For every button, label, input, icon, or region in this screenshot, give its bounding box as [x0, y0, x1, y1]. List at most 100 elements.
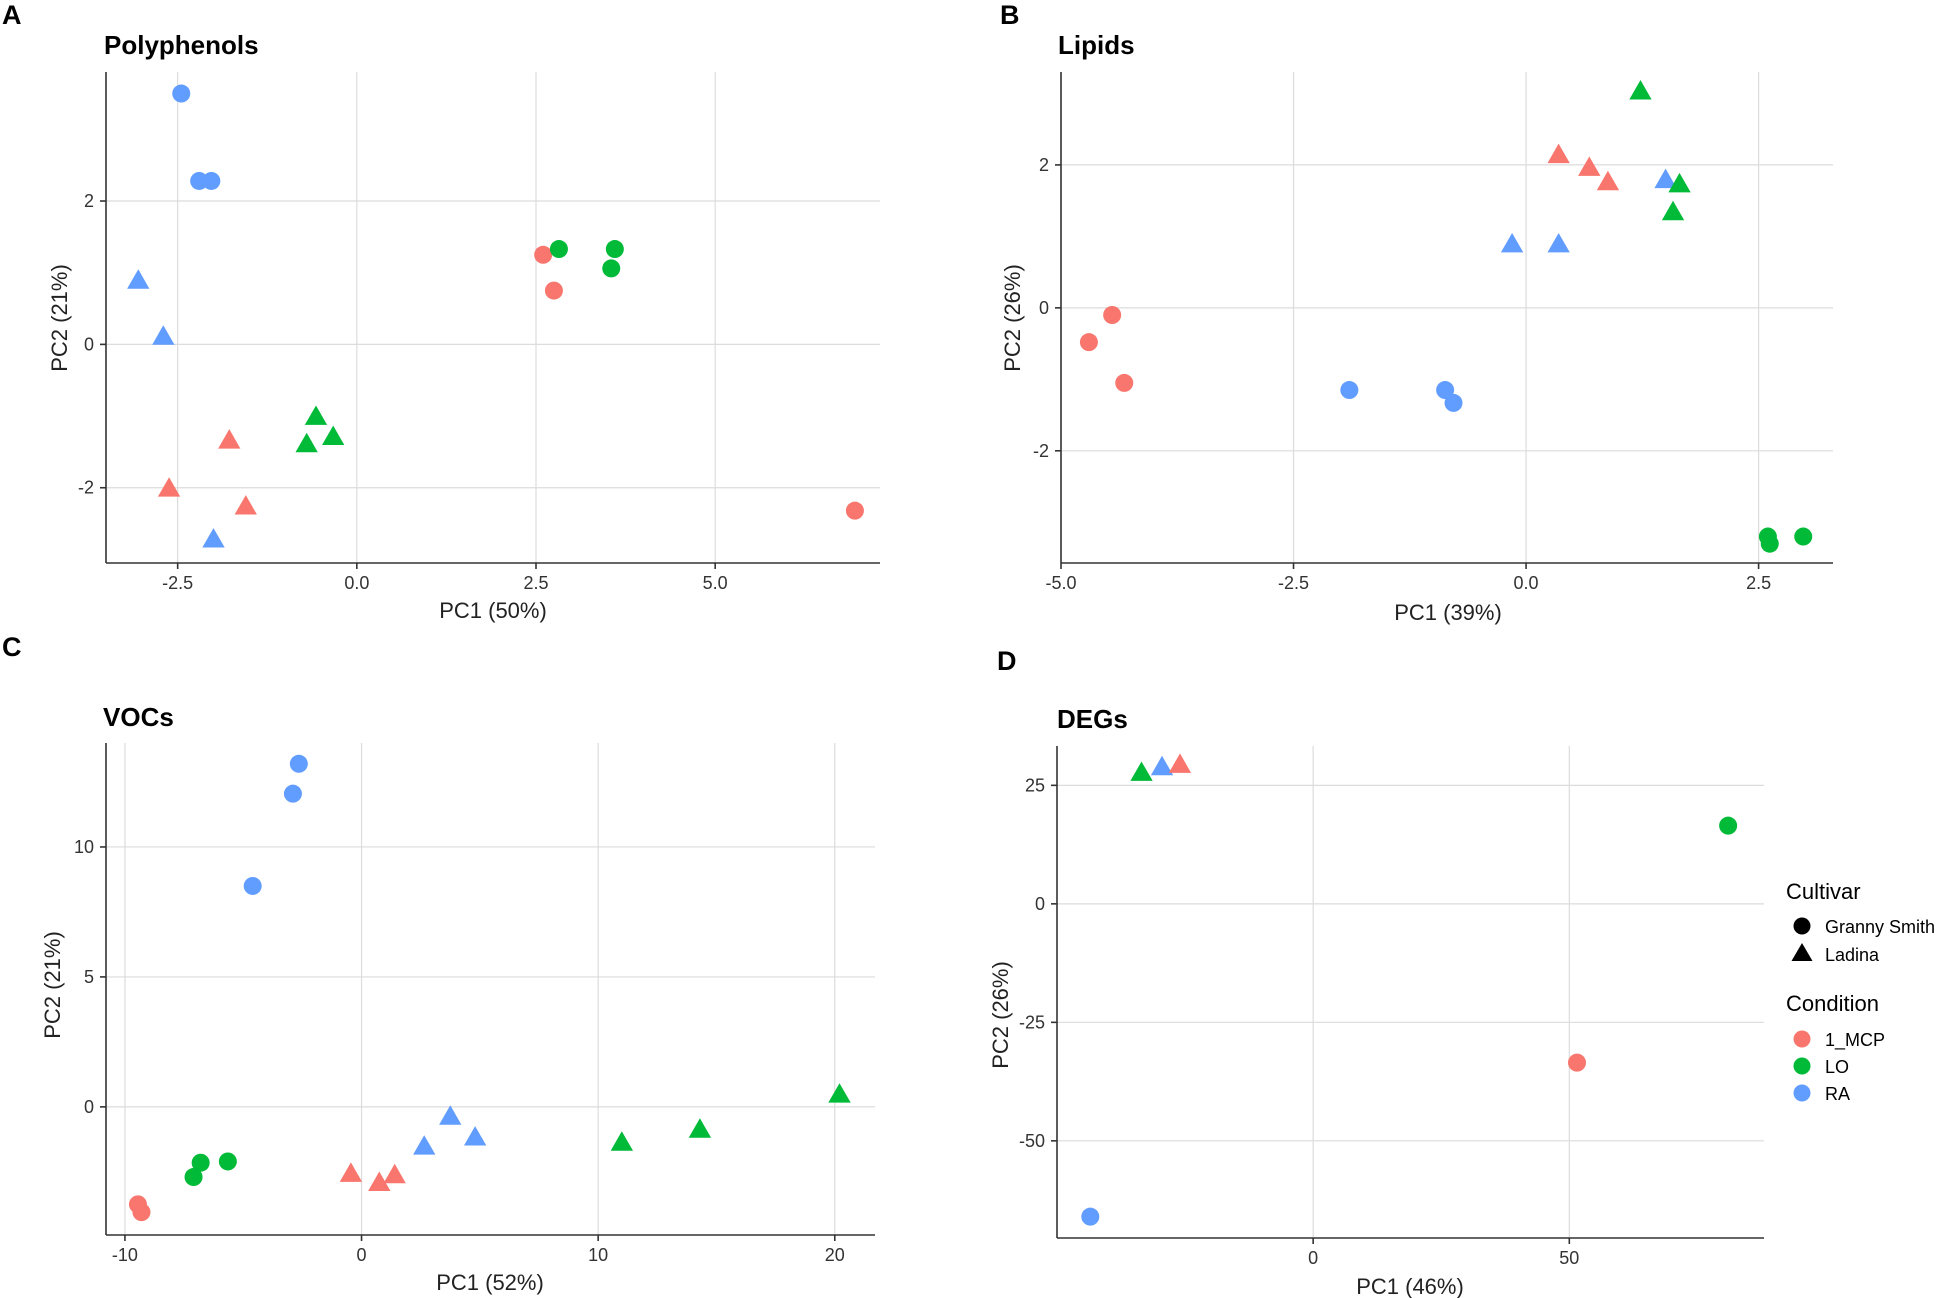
panel-letter-b: B [1000, 0, 1020, 30]
y-tick-label-a-1: 0 [84, 334, 94, 354]
point-b-7-ra-ladina [1547, 233, 1570, 253]
y-tick-label-d-0: -50 [1019, 1131, 1045, 1151]
legend-label-granny-smith: Granny Smith [1825, 917, 1935, 937]
point-c-15-lo-ladina [688, 1118, 712, 1138]
panel-letter-a: A [2, 0, 22, 30]
legend-key-ra [1793, 1084, 1811, 1102]
panel-title-b: Lipids [1058, 30, 1135, 60]
point-b-4-ra-granny-smith [1436, 381, 1455, 400]
panel-d: D DEGs 0 50 -50 -25 0 25 PC1 (46%) PC2 (26%) [988, 646, 1764, 1298]
point-c-16-lo-ladina [828, 1083, 851, 1103]
point-d-0-lo-ladina [1130, 761, 1153, 781]
x-axis-title-a: PC1 (50%) [439, 598, 547, 623]
point-c-11-ra-ladina [439, 1105, 462, 1125]
point-a-17-lo-granny-smith [602, 259, 621, 278]
x-tick-label-c-3: 20 [825, 1245, 845, 1265]
point-b-3-ra-granny-smith [1340, 381, 1359, 400]
point-a-16-lo-granny-smith [605, 240, 624, 259]
x-tick-label-a-2: 2.5 [523, 573, 548, 593]
legend-key-granny-smith [1793, 917, 1811, 935]
panel-c: C VOCs -10 0 10 20 0 5 10 PC1 (52%) PC2 (21%) [2, 632, 875, 1295]
point-b-9-1-mcp-ladina [1547, 143, 1570, 164]
point-a-0-ra-granny-smith [172, 84, 191, 103]
legend-label-ladina: Ladina [1825, 945, 1880, 965]
panel-title-c: VOCs [103, 702, 174, 732]
x-tick-label-a-3: 5.0 [703, 573, 728, 593]
point-d-4-1-mcp-granny-smith [1568, 1053, 1587, 1072]
y-tick-label-c-0: 0 [84, 1097, 94, 1117]
legend-label-lo: LO [1825, 1057, 1849, 1077]
point-c-5-lo-granny-smith [191, 1153, 210, 1172]
point-b-8-ra-ladina [1654, 168, 1677, 189]
point-a-4-ra-ladina [152, 325, 175, 345]
point-c-8-1-mcp-ladina [339, 1162, 363, 1182]
x-tick-label-c-1: 0 [357, 1245, 367, 1265]
x-tick-label-d-1: 50 [1559, 1248, 1579, 1268]
legend-key-lo [1793, 1057, 1811, 1075]
plot-area-d: 0 50 -50 -25 0 25 [1019, 746, 1764, 1268]
point-c-10-1-mcp-ladina [383, 1163, 406, 1184]
y-axis-title-a: PC2 (21%) [47, 264, 72, 372]
point-a-11-lo-ladina [295, 432, 318, 453]
legend-key-ladina [1791, 943, 1813, 961]
point-b-6-ra-ladina [1500, 233, 1524, 253]
x-tick-label-a-0: -2.5 [162, 573, 193, 593]
panel-letter-d: D [997, 646, 1017, 676]
x-tick-label-d-0: 0 [1308, 1248, 1318, 1268]
plot-area-a: -2.5 0.0 2.5 5.0 -2 0 2 [78, 72, 880, 593]
panel-letter-c: C [2, 632, 22, 662]
point-b-0-1-mcp-granny-smith [1103, 305, 1122, 324]
x-axis-title-c: PC1 (52%) [436, 1270, 544, 1295]
point-c-0-ra-granny-smith [289, 754, 308, 773]
point-c-9-1-mcp-ladina [368, 1171, 391, 1191]
point-a-13-1-mcp-granny-smith [544, 281, 563, 300]
legend-label-1-mcp: 1_MCP [1825, 1030, 1885, 1051]
point-d-2-1-mcp-ladina [1168, 753, 1192, 773]
y-tick-label-a-2: 2 [84, 191, 94, 211]
y-tick-label-c-2: 10 [74, 837, 94, 857]
y-tick-label-a-0: -2 [78, 478, 94, 498]
point-b-1-1-mcp-granny-smith [1079, 333, 1098, 352]
legend-key-1-mcp [1793, 1030, 1811, 1048]
y-tick-label-d-1: -25 [1019, 1012, 1045, 1032]
point-a-7-1-mcp-ladina [157, 477, 181, 497]
point-c-7-lo-granny-smith [184, 1168, 203, 1187]
point-c-1-ra-granny-smith [283, 784, 302, 803]
point-c-12-ra-ladina [413, 1135, 436, 1155]
point-a-6-1-mcp-ladina [218, 429, 241, 449]
x-tick-label-b-1: -2.5 [1278, 573, 1309, 593]
panel-title-d: DEGs [1057, 704, 1128, 734]
y-tick-label-b-1: 0 [1039, 298, 1049, 318]
x-tick-label-a-1: 0.0 [344, 573, 369, 593]
point-c-4-1-mcp-granny-smith [132, 1203, 151, 1222]
legend-title-cultivar: Cultivar [1786, 879, 1861, 904]
point-a-15-lo-granny-smith [549, 240, 568, 259]
y-tick-label-c-1: 5 [84, 967, 94, 987]
point-b-13-lo-ladina [1668, 172, 1691, 193]
point-a-12-1-mcp-granny-smith [534, 245, 553, 264]
point-c-2-ra-granny-smith [243, 876, 262, 895]
legend-label-ra: RA [1825, 1084, 1850, 1104]
legend: Cultivar Granny Smith Ladina Condition 1… [1786, 879, 1935, 1104]
point-c-6-lo-granny-smith [218, 1152, 237, 1171]
point-a-9-lo-ladina [304, 405, 328, 425]
y-axis-title-c: PC2 (21%) [40, 931, 65, 1039]
point-b-10-1-mcp-ladina [1578, 156, 1601, 176]
point-c-13-ra-ladina [464, 1126, 487, 1146]
x-tick-label-b-2: 0.0 [1514, 573, 1539, 593]
point-a-14-1-mcp-granny-smith [845, 501, 864, 520]
point-a-10-lo-ladina [322, 425, 345, 445]
point-b-16-lo-granny-smith [1760, 534, 1779, 553]
point-d-3-lo-granny-smith [1719, 816, 1738, 835]
x-tick-label-c-0: -10 [112, 1245, 138, 1265]
point-a-5-ra-ladina [202, 528, 225, 548]
y-axis-title-d: PC2 (26%) [988, 961, 1013, 1069]
x-tick-label-b-0: -5.0 [1045, 573, 1076, 593]
x-tick-label-b-3: 2.5 [1746, 573, 1771, 593]
point-a-2-ra-granny-smith [202, 171, 221, 190]
x-axis-title-b: PC1 (39%) [1394, 600, 1502, 625]
y-tick-label-d-3: 25 [1025, 775, 1045, 795]
x-axis-title-d: PC1 (46%) [1356, 1274, 1464, 1298]
point-b-14-lo-ladina [1661, 200, 1685, 221]
point-b-2-1-mcp-granny-smith [1115, 373, 1134, 392]
